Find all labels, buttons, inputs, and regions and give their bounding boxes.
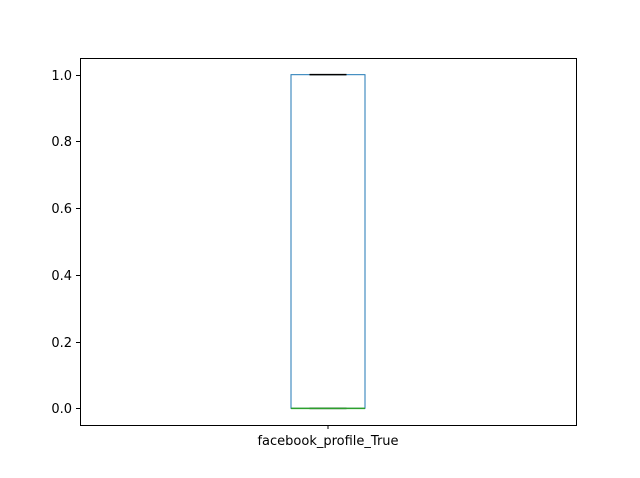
box-item (290, 73, 366, 410)
y-tick-label: 1.0 (51, 69, 72, 84)
x-axis-labels: facebook_profile_True (257, 425, 399, 449)
y-tick-label: 0.2 (51, 336, 72, 351)
y-tick-label: 0.6 (51, 202, 72, 217)
y-axis-ticks: 0.0 0.2 0.4 0.6 0.8 1.0 (51, 69, 80, 417)
box-iqr (290, 74, 366, 409)
x-category-label: facebook_profile_True (257, 434, 398, 449)
box-series (290, 73, 366, 410)
y-tick-label: 0.8 (51, 135, 72, 150)
y-tick-label: 0.0 (51, 402, 72, 417)
y-tick-label: 0.4 (51, 269, 72, 284)
plot-area-frame (80, 58, 577, 426)
